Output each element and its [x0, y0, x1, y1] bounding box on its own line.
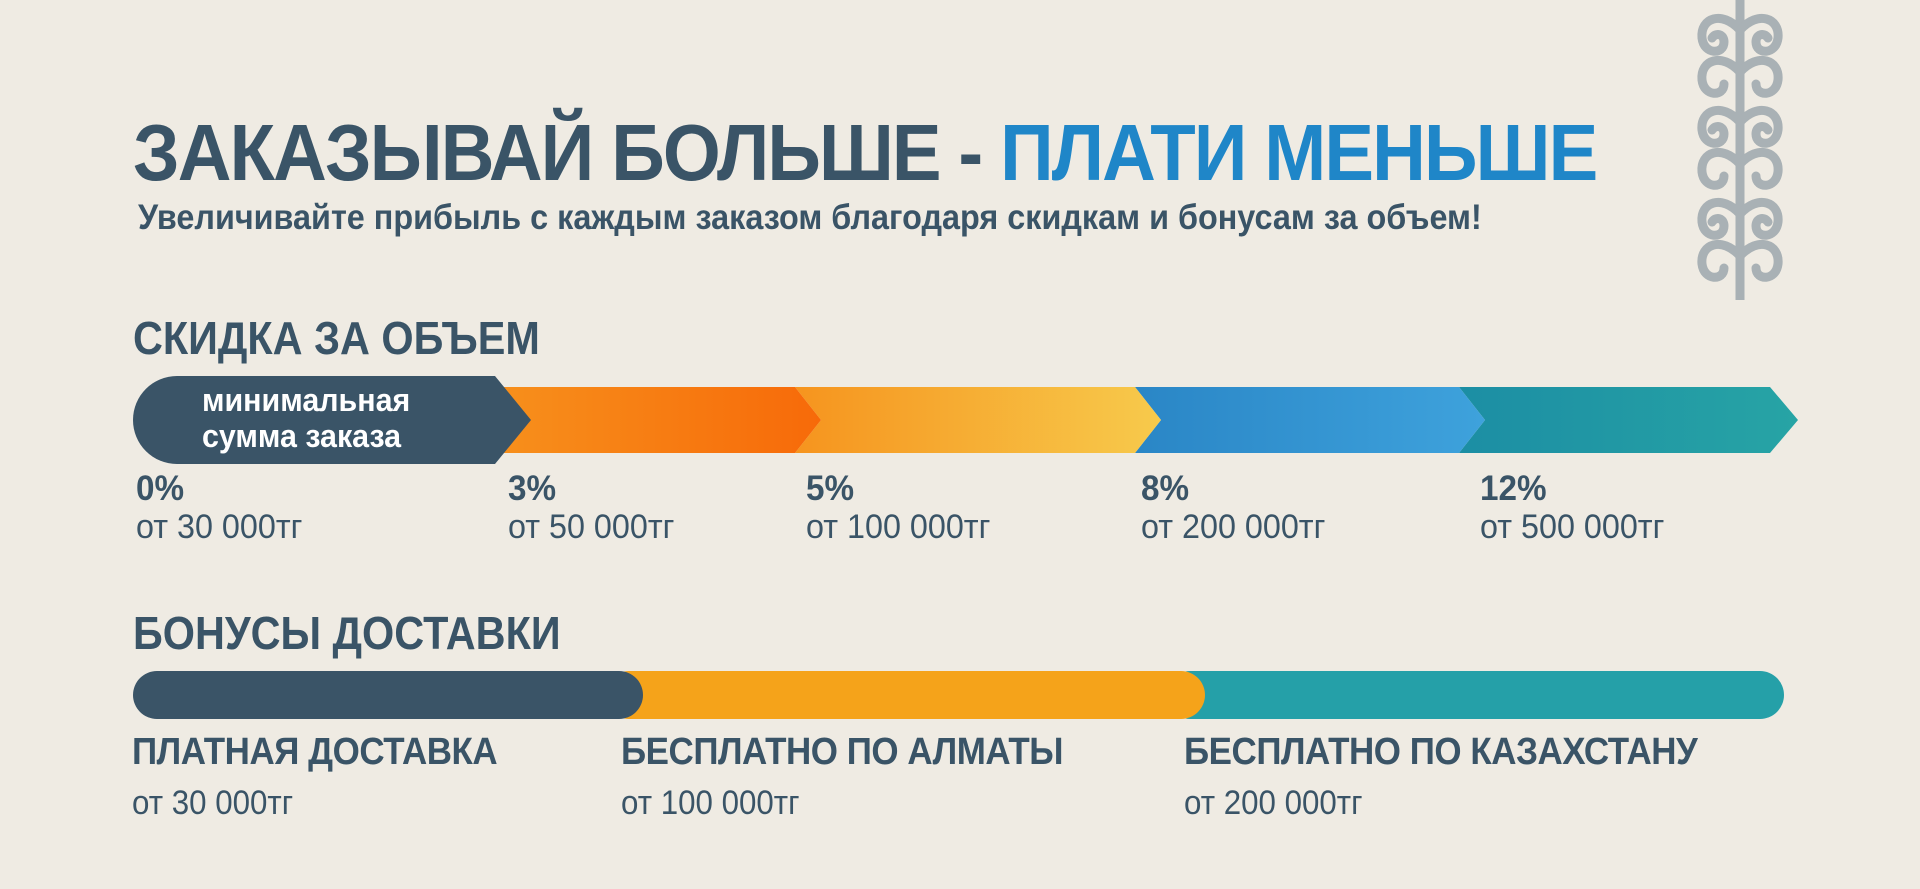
tier-percent: 8% [1141, 469, 1190, 508]
tier-percent: 12% [1480, 469, 1547, 508]
delivery-segment-almaty [605, 671, 1205, 719]
min-order-label-line1: минимальная [202, 382, 411, 418]
delivery-bonus: ПЛАТНАЯ ДОСТАВКА от 30 000тг [132, 728, 498, 826]
discount-tier: 8% от 200 000тг [1141, 469, 1326, 547]
kazakh-ornament-icon [1692, 0, 1788, 300]
bonus-name: БЕСПЛАТНО ПО АЛМАТЫ [621, 731, 1064, 773]
tier-percent: 5% [806, 469, 855, 508]
discount-segment-5 [795, 387, 1161, 453]
discount-arrow-bar [133, 376, 1798, 464]
delivery-segment-kazakhstan [1166, 671, 1784, 719]
discount-segment-min [133, 376, 531, 464]
bonus-amount: от 100 000тг [621, 784, 800, 822]
bonus-name: ПЛАТНАЯ ДОСТАВКА [132, 731, 498, 773]
delivery-segment-paid [133, 671, 643, 719]
bonus-name: БЕСПЛАТНО ПО КАЗАХСТАНУ [1184, 731, 1698, 773]
min-order-label: минимальная сумма заказа [202, 382, 487, 454]
tier-amount: от 50 000тг [508, 508, 675, 546]
discount-tier: 0% от 30 000тг [136, 469, 303, 547]
tier-amount: от 500 000тг [1480, 508, 1665, 546]
title-main: ЗАКАЗЫВАЙ БОЛЬШЕ - [133, 108, 1001, 197]
delivery-section-title: БОНУСЫ ДОСТАВКИ [133, 607, 561, 659]
tier-amount: от 100 000тг [806, 508, 991, 546]
discount-section-title: СКИДКА ЗА ОБЪЕМ [133, 312, 540, 364]
tier-percent: 3% [508, 469, 557, 508]
min-order-label-line2: сумма заказа [202, 418, 402, 454]
title-accent: ПЛАТИ МЕНЬШЕ [1000, 108, 1598, 197]
page-subtitle: Увеличивайте прибыль с каждым заказом бл… [138, 198, 1482, 237]
tier-percent: 0% [136, 469, 185, 508]
discount-segment-8 [1135, 387, 1485, 453]
discount-tier: 3% от 50 000тг [508, 469, 675, 547]
discount-tier: 5% от 100 000тг [806, 469, 991, 547]
bonus-amount: от 200 000тг [1184, 784, 1363, 822]
bonus-amount: от 30 000тг [132, 784, 294, 822]
discount-segment-12 [1459, 387, 1798, 453]
tier-amount: от 30 000тг [136, 508, 303, 546]
discount-segment-3 [495, 387, 821, 453]
delivery-bonus: БЕСПЛАТНО ПО КАЗАХСТАНУ от 200 000тг [1184, 728, 1698, 826]
tier-amount: от 200 000тг [1141, 508, 1326, 546]
page-title: ЗАКАЗЫВАЙ БОЛЬШЕ - ПЛАТИ МЕНЬШЕ [133, 108, 1598, 198]
discount-tier: 12% от 500 000тг [1480, 469, 1665, 547]
delivery-bonus: БЕСПЛАТНО ПО АЛМАТЫ от 100 000тг [621, 728, 1064, 826]
